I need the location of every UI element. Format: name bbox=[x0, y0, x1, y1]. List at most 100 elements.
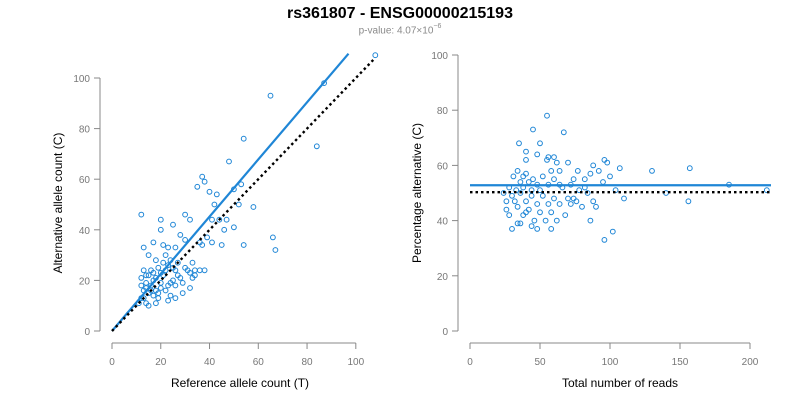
chart-title: rs361807 - ENSG00000215193 bbox=[287, 5, 513, 22]
data-points bbox=[135, 52, 379, 309]
data-point bbox=[556, 168, 563, 174]
data-point bbox=[534, 151, 541, 158]
data-point bbox=[157, 285, 164, 291]
data-point bbox=[189, 259, 196, 266]
y-tick-label: 100 bbox=[431, 51, 448, 62]
data-point bbox=[537, 140, 543, 147]
data-point bbox=[548, 209, 555, 216]
x-tick-label: 0 bbox=[467, 357, 473, 368]
data-point bbox=[179, 290, 186, 297]
data-point bbox=[556, 201, 563, 207]
data-point bbox=[587, 217, 594, 224]
regression-line bbox=[111, 52, 350, 332]
x-tick-label: 100 bbox=[347, 357, 364, 368]
y-tick-label: 0 bbox=[442, 327, 448, 338]
data-point bbox=[763, 187, 770, 194]
data-point bbox=[685, 198, 692, 205]
y-tick-label: 20 bbox=[437, 272, 449, 283]
data-point bbox=[551, 176, 557, 183]
data-point bbox=[162, 252, 169, 259]
data-point bbox=[503, 198, 510, 205]
data-point bbox=[601, 157, 608, 163]
data-point bbox=[199, 173, 206, 180]
data-point bbox=[506, 212, 513, 219]
data-point bbox=[172, 244, 179, 251]
data-point bbox=[523, 209, 529, 216]
data-point bbox=[553, 217, 560, 224]
data-point bbox=[140, 244, 147, 251]
data-point bbox=[194, 183, 201, 190]
y-axis-label: Percentage alternative (C) bbox=[410, 123, 424, 263]
chart-subtitle: p-value: 4.07×10−6 bbox=[0, 23, 800, 37]
y-tick-label: 0 bbox=[84, 327, 90, 338]
data-point bbox=[150, 269, 157, 276]
data-point bbox=[509, 226, 515, 232]
data-point bbox=[545, 201, 552, 207]
data-point bbox=[148, 287, 154, 294]
data-point bbox=[143, 300, 150, 307]
data-point bbox=[143, 272, 150, 279]
pvalue-prefix: p-value: bbox=[358, 25, 397, 37]
y-tick-label: 60 bbox=[79, 175, 91, 186]
y-tick-label: 40 bbox=[79, 226, 91, 237]
data-point bbox=[553, 159, 560, 166]
data-point bbox=[509, 192, 515, 199]
data-point bbox=[560, 129, 567, 136]
data-point bbox=[211, 201, 218, 208]
pvalue-mantissa: 4.07×10 bbox=[396, 25, 434, 37]
data-point bbox=[520, 212, 527, 219]
data-point bbox=[500, 190, 507, 196]
y-tick-label: 80 bbox=[79, 125, 91, 136]
data-point bbox=[177, 275, 184, 281]
x-tick-label: 40 bbox=[204, 357, 216, 368]
data-point bbox=[192, 267, 198, 274]
data-point bbox=[511, 198, 518, 205]
y-axis-label: Alternative allele count (C) bbox=[51, 133, 65, 274]
data-point bbox=[167, 280, 174, 286]
data-point bbox=[182, 237, 189, 243]
data-point bbox=[153, 300, 159, 307]
data-point bbox=[525, 179, 532, 185]
data-point bbox=[587, 170, 594, 177]
data-point bbox=[204, 234, 211, 241]
data-point bbox=[165, 244, 172, 251]
data-point bbox=[514, 203, 521, 210]
data-point bbox=[226, 158, 232, 165]
y-tick-label: 20 bbox=[79, 276, 91, 287]
y-tick-label: 100 bbox=[73, 74, 90, 85]
data-point bbox=[235, 201, 242, 208]
data-point bbox=[516, 140, 522, 147]
data-point bbox=[150, 292, 157, 299]
x-tick-label: 0 bbox=[109, 357, 115, 368]
data-point bbox=[223, 216, 230, 223]
data-point bbox=[206, 188, 213, 195]
data-point bbox=[565, 195, 571, 202]
data-point bbox=[162, 287, 169, 294]
x-tick-label: 20 bbox=[155, 357, 167, 368]
data-point bbox=[250, 204, 257, 210]
data-point bbox=[523, 198, 529, 205]
data-point bbox=[609, 228, 616, 235]
data-point bbox=[145, 272, 152, 279]
data-point bbox=[267, 92, 274, 99]
data-point bbox=[531, 217, 538, 224]
data-point bbox=[590, 198, 597, 205]
data-point bbox=[514, 168, 521, 174]
data-point bbox=[584, 190, 591, 196]
data-point bbox=[187, 285, 193, 291]
data-point bbox=[165, 297, 172, 304]
data-point bbox=[155, 290, 162, 297]
data-point bbox=[593, 203, 599, 210]
data-point bbox=[551, 154, 557, 161]
data-point bbox=[573, 198, 580, 205]
data-point bbox=[551, 195, 557, 202]
data-point bbox=[581, 176, 588, 183]
data-point bbox=[542, 217, 549, 224]
data-point bbox=[138, 211, 145, 218]
data-point bbox=[545, 154, 552, 161]
data-point bbox=[601, 237, 608, 243]
data-point bbox=[576, 187, 583, 194]
data-point bbox=[567, 201, 574, 207]
data-point bbox=[138, 282, 145, 289]
